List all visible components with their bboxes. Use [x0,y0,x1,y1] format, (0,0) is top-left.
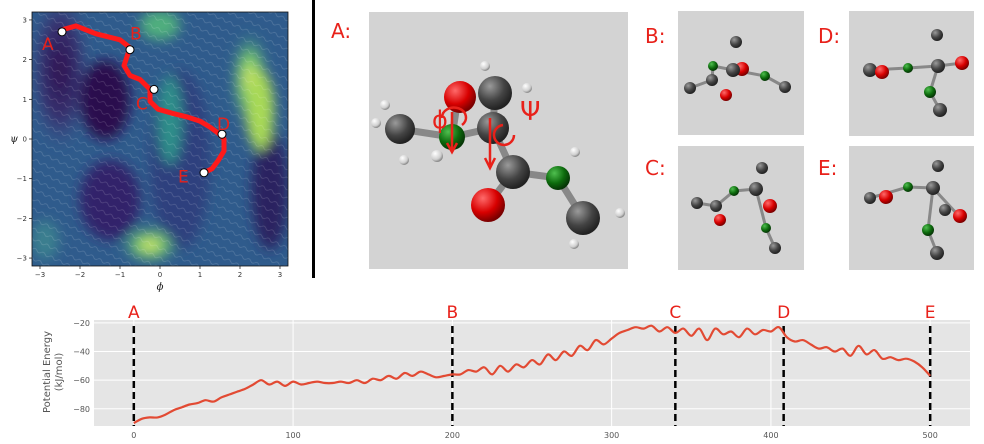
structure-panel-e: E: [818,146,974,270]
phi-tick-label: 0 [158,271,162,279]
structure-label-a: A: [331,19,351,43]
energy-y-axis-unit: (kJ/mol) [54,353,65,392]
path-point-label-b: B [130,25,142,45]
state-marker-label-c: C [669,303,681,323]
psi-tick-label: −1 [17,175,27,183]
state-marker-label-b: B [447,303,459,323]
structure-panel-d: D: [818,11,974,136]
phi-tick-label: −3 [35,271,45,279]
psi-tick-label: −3 [17,255,27,263]
energy-x-tick-label: 100 [285,431,300,440]
energy-y-tick-label: −60 [73,376,90,385]
phi-tick-label: 3 [278,271,282,279]
phi-angle-label: ϕ [432,106,448,134]
path-point-label-c: C [136,94,148,114]
psi-tick-label: 3 [23,16,27,24]
path-point-c [149,84,159,94]
energy-series-line [133,324,932,425]
structure-panel-b: B: [645,11,804,135]
path-point-d [217,129,227,139]
energy-x-tick-label: 500 [923,431,938,440]
energy-x-tick-label: 0 [131,431,136,440]
energy-y-tick-label: −40 [73,348,90,357]
heatmap-panel: −3 −2 −1 0 1 2 3 3 2 1 0 −1 −2 −3 ϕ ψ A B C D E [10,11,289,293]
path-point-label-e: E [178,168,189,188]
energy-x-tick-label: 300 [604,431,619,440]
energy-plot-area [94,320,970,426]
state-marker-label-a: A [128,303,140,323]
energy-x-tick-label: 400 [763,431,778,440]
free-energy-surface [32,12,288,266]
psi-tick-label: −2 [17,215,27,223]
psi-angle-label: Ψ [520,97,540,127]
phi-axis-label: ϕ [157,282,164,293]
phi-tick-label: −1 [115,271,125,279]
path-point-e [199,168,209,178]
structure-panel-c: C: [645,146,804,270]
energy-y-tick-label: −80 [73,405,90,414]
energy-y-tick-label: −20 [73,319,90,328]
dihedral-arrows [440,106,516,171]
structure-label-d: D: [818,24,840,48]
psi-tick-label: 1 [23,96,27,104]
path-point-b [125,45,135,55]
phi-tick-label: 1 [198,271,202,279]
energy-chart: A B C D E 0 100 200 300 400 500 −20 −40 −60 −80 Pote… [42,303,970,440]
energy-y-axis-label: Potential Energy [42,331,53,413]
psi-axis-label: ψ [10,134,18,145]
path-point-label-a: A [42,35,54,55]
psi-tick-label: 2 [23,56,27,64]
phi-tick-label: −2 [75,271,85,279]
energy-x-tick-label: 200 [445,431,460,440]
state-marker-label-e: E [925,303,936,323]
structure-label-b: B: [645,24,665,48]
transition-path [59,23,227,176]
structure-label-c: C: [645,156,666,180]
state-marker-label-d: D [777,303,790,323]
phi-tick-label: 2 [238,271,242,279]
structure-label-e: E: [818,156,837,180]
structure-panel-a: A: [331,12,628,269]
psi-tick-label: 0 [23,136,27,144]
path-point-label-d: D [217,115,230,135]
panel-divider [312,0,315,278]
path-point-a [57,27,67,37]
atoms-a [371,61,625,249]
